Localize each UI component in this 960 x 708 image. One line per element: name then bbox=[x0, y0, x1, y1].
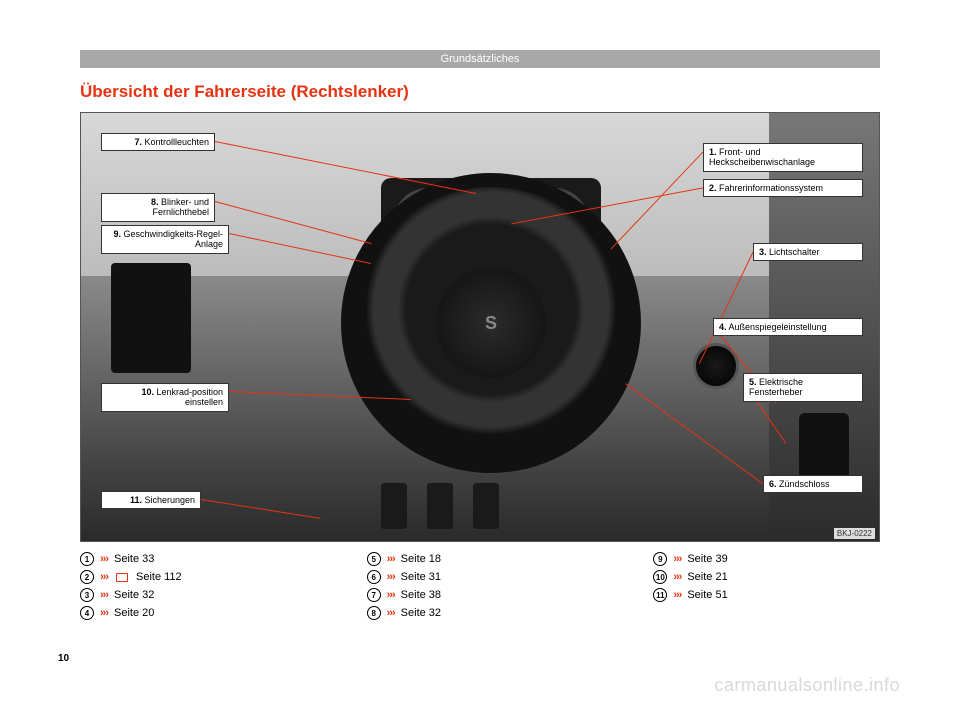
page-number: 10 bbox=[58, 653, 69, 664]
chevron-icon: ››› bbox=[100, 589, 108, 601]
page-ref-row: 4 ››› Seite 20 bbox=[80, 606, 307, 620]
chevron-icon: ››› bbox=[100, 553, 108, 565]
callout-label: 6. Zündschloss bbox=[763, 475, 863, 493]
callout-label: 9. Geschwindigkeits-Regel-Anlage bbox=[101, 225, 229, 254]
ref-text: Seite 51 bbox=[687, 589, 727, 601]
page-ref-row: 5 ››› Seite 18 bbox=[367, 552, 594, 566]
ref-number-circle: 8 bbox=[367, 606, 381, 620]
ref-text: Seite 32 bbox=[114, 589, 154, 601]
page-ref-row: 2 ››› Seite 112 bbox=[80, 570, 307, 584]
ref-text: Seite 112 bbox=[136, 571, 182, 583]
booklet-icon bbox=[116, 573, 128, 582]
infotainment-edge bbox=[111, 263, 191, 373]
ref-number-circle: 10 bbox=[653, 570, 667, 584]
ref-number-circle: 5 bbox=[367, 552, 381, 566]
ref-text: Seite 38 bbox=[401, 589, 441, 601]
page-ref-row: 9 ››› Seite 39 bbox=[653, 552, 880, 566]
ref-number-circle: 7 bbox=[367, 588, 381, 602]
ref-column: 5 ››› Seite 18 6 ››› Seite 31 7 ››› Seite 38 8 ›››… bbox=[367, 552, 594, 624]
ref-number-circle: 11 bbox=[653, 588, 667, 602]
ref-number-circle: 2 bbox=[80, 570, 94, 584]
ref-number-circle: 4 bbox=[80, 606, 94, 620]
callout-label: 11. Sicherungen bbox=[101, 491, 201, 509]
page-ref-row: 7 ››› Seite 38 bbox=[367, 588, 594, 602]
wheel-hub-logo bbox=[436, 268, 546, 378]
callout-label: 2. Fahrerinformationssystem bbox=[703, 179, 863, 197]
chapter-header: Grundsätzliches bbox=[80, 50, 880, 68]
chevron-icon: ››› bbox=[673, 571, 681, 583]
ref-number-circle: 3 bbox=[80, 588, 94, 602]
callout-label: 3. Lichtschalter bbox=[753, 243, 863, 261]
ref-text: Seite 33 bbox=[114, 553, 154, 565]
driver-side-figure: 7. Kontrollleuchten 8. Blinker- und Fernl… bbox=[80, 112, 880, 542]
page-ref-row: 1 ››› Seite 33 bbox=[80, 552, 307, 566]
ref-text: Seite 18 bbox=[401, 553, 441, 565]
page-ref-row: 6 ››› Seite 31 bbox=[367, 570, 594, 584]
chevron-icon: ››› bbox=[100, 607, 108, 619]
chevron-icon: ››› bbox=[387, 607, 395, 619]
ref-number-circle: 6 bbox=[367, 570, 381, 584]
chevron-icon: ››› bbox=[673, 553, 681, 565]
window-switch-panel bbox=[799, 413, 849, 483]
steering-wheel bbox=[341, 173, 641, 473]
section-title: Übersicht der Fahrerseite (Rechtslenker) bbox=[80, 82, 880, 102]
pedals bbox=[381, 483, 499, 529]
pedal bbox=[427, 483, 453, 529]
ref-text: Seite 21 bbox=[687, 571, 727, 583]
watermark: carmanualsonline.info bbox=[714, 675, 900, 696]
callout-label: 4. Außenspiegeleinstellung bbox=[713, 318, 863, 336]
ref-text: Seite 31 bbox=[401, 571, 441, 583]
callout-label: 10. Lenkrad-position einstellen bbox=[101, 383, 229, 412]
chevron-icon: ››› bbox=[387, 589, 395, 601]
chevron-icon: ››› bbox=[100, 571, 108, 583]
ref-column: 9 ››› Seite 39 10 ››› Seite 21 11 ››› Seite 51 bbox=[653, 552, 880, 624]
page-ref-row: 3 ››› Seite 32 bbox=[80, 588, 307, 602]
figure-reference: BKJ-0222 bbox=[834, 528, 875, 539]
callout-label: 1. Front- und Heckscheibenwischanlage bbox=[703, 143, 863, 172]
page-ref-row: 11 ››› Seite 51 bbox=[653, 588, 880, 602]
ref-number-circle: 1 bbox=[80, 552, 94, 566]
manual-page: Grundsätzliches Übersicht der Fahrerseit… bbox=[80, 50, 880, 670]
callout-label: 5. Elektrische Fensterheber bbox=[743, 373, 863, 402]
ref-number-circle: 9 bbox=[653, 552, 667, 566]
pedal bbox=[381, 483, 407, 529]
chevron-icon: ››› bbox=[387, 553, 395, 565]
page-ref-row: 8 ››› Seite 32 bbox=[367, 606, 594, 620]
ref-text: Seite 20 bbox=[114, 607, 154, 619]
chevron-icon: ››› bbox=[673, 589, 681, 601]
page-references: 1 ››› Seite 33 2 ››› Seite 112 3 ››› Seite 32 4 ››… bbox=[80, 552, 880, 624]
page-ref-row: 10 ››› Seite 21 bbox=[653, 570, 880, 584]
pedal bbox=[473, 483, 499, 529]
ref-text: Seite 39 bbox=[687, 553, 727, 565]
callout-label: 8. Blinker- und Fernlichthebel bbox=[101, 193, 215, 222]
ref-column: 1 ››› Seite 33 2 ››› Seite 112 3 ››› Seite 32 4 ››… bbox=[80, 552, 307, 624]
ref-text: Seite 32 bbox=[401, 607, 441, 619]
chevron-icon: ››› bbox=[387, 571, 395, 583]
callout-label: 7. Kontrollleuchten bbox=[101, 133, 215, 151]
